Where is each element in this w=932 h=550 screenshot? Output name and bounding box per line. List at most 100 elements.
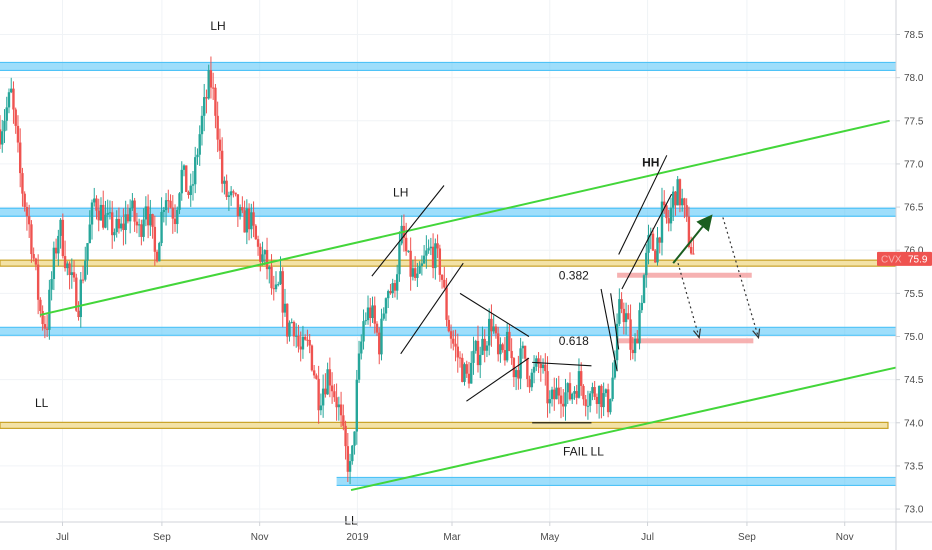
candle-body xyxy=(692,253,695,255)
candle-body xyxy=(458,357,462,359)
candle-body xyxy=(353,431,356,446)
candle-body xyxy=(582,385,585,400)
candle-body xyxy=(308,340,311,346)
annotation-label: 0.618 xyxy=(559,334,589,348)
candle-body xyxy=(407,250,410,252)
pattern-line xyxy=(459,292,530,337)
candle-body xyxy=(198,134,201,155)
candle-body xyxy=(43,324,47,329)
candle-body xyxy=(597,385,601,405)
candle-body xyxy=(680,198,684,206)
candle-body xyxy=(492,326,495,332)
candle-body xyxy=(330,385,334,392)
candle-body xyxy=(555,387,558,400)
trend-channel-line xyxy=(350,366,897,492)
candle-body xyxy=(438,248,442,275)
candle-body xyxy=(128,208,132,222)
candle-body xyxy=(418,265,421,274)
candle-body xyxy=(371,305,374,319)
last-price-tag xyxy=(877,251,932,266)
candle-body xyxy=(124,214,127,231)
candle-body xyxy=(104,214,107,228)
annotation-label: FAIL LL xyxy=(563,445,604,459)
candle-body xyxy=(189,185,192,196)
candle-body xyxy=(600,385,603,408)
pattern-line xyxy=(610,293,620,350)
candle-body xyxy=(400,225,403,244)
candle-body xyxy=(214,87,217,116)
candle-body xyxy=(50,279,53,290)
candle-body xyxy=(97,210,100,221)
x-tick-label: Jul xyxy=(56,532,69,543)
candle-body xyxy=(351,445,354,462)
candle-body xyxy=(398,243,401,275)
candle-body xyxy=(93,198,96,203)
annotation-label: 0.382 xyxy=(559,269,589,283)
candle-body xyxy=(427,248,430,251)
candle-body xyxy=(90,202,94,225)
candle-body xyxy=(84,260,87,280)
candle-body xyxy=(182,165,186,170)
candle-body xyxy=(465,364,468,374)
candle-body xyxy=(463,364,466,382)
candle-body xyxy=(135,221,139,226)
candle-body xyxy=(454,343,457,347)
y-tick-label: 77.5 xyxy=(904,116,924,127)
candle-body xyxy=(272,288,275,290)
candle-body xyxy=(61,219,65,257)
candle-body xyxy=(344,425,347,447)
candle-body xyxy=(283,303,287,313)
candle-body xyxy=(636,338,639,344)
candle-body xyxy=(295,335,298,337)
symbol-tag-label: CVX xyxy=(881,254,902,265)
candle-body xyxy=(319,405,323,411)
candle-body xyxy=(620,299,623,309)
candle-body xyxy=(140,224,143,237)
y-tick-label: 78.0 xyxy=(904,73,924,84)
candle-body xyxy=(279,271,282,285)
candle-body xyxy=(171,207,174,219)
support-resistance-band xyxy=(0,62,896,71)
candle-body xyxy=(133,200,136,222)
y-tick-label: 73.5 xyxy=(904,461,924,472)
candle-body xyxy=(211,87,215,89)
candle-body xyxy=(25,206,29,217)
candle-body xyxy=(389,291,392,294)
candle-body xyxy=(288,322,291,337)
candle-body xyxy=(564,392,567,407)
candle-body xyxy=(1,131,4,145)
candle-body xyxy=(420,263,424,266)
candle-body xyxy=(658,237,661,243)
support-resistance-band xyxy=(0,208,896,217)
candle-body xyxy=(409,250,412,277)
pattern-line xyxy=(600,288,618,372)
annotation-label: HH xyxy=(642,156,659,170)
candle-body xyxy=(364,320,367,322)
candle-body xyxy=(32,254,35,259)
candle-body xyxy=(431,246,435,269)
candle-body xyxy=(321,388,325,406)
candle-body xyxy=(292,321,296,337)
candle-body xyxy=(10,88,13,93)
candle-body xyxy=(158,243,161,262)
y-tick-label: 74.0 xyxy=(904,418,924,429)
candle-body xyxy=(490,318,493,332)
candle-body xyxy=(445,287,448,320)
candle-body xyxy=(176,209,179,225)
candle-body xyxy=(571,393,574,400)
candle-body xyxy=(494,326,498,334)
candle-body xyxy=(689,247,693,254)
candle-body xyxy=(342,415,345,426)
candle-body xyxy=(108,212,112,214)
candle-body xyxy=(209,70,213,88)
candle-body xyxy=(16,125,20,143)
annotation-label: LL xyxy=(344,514,358,528)
candle-body xyxy=(591,387,594,394)
candle-body xyxy=(52,247,56,280)
pattern-line xyxy=(466,357,530,402)
candle-body xyxy=(232,191,235,193)
candle-body xyxy=(440,274,444,280)
candle-body xyxy=(59,219,62,236)
candle-body xyxy=(303,336,307,340)
